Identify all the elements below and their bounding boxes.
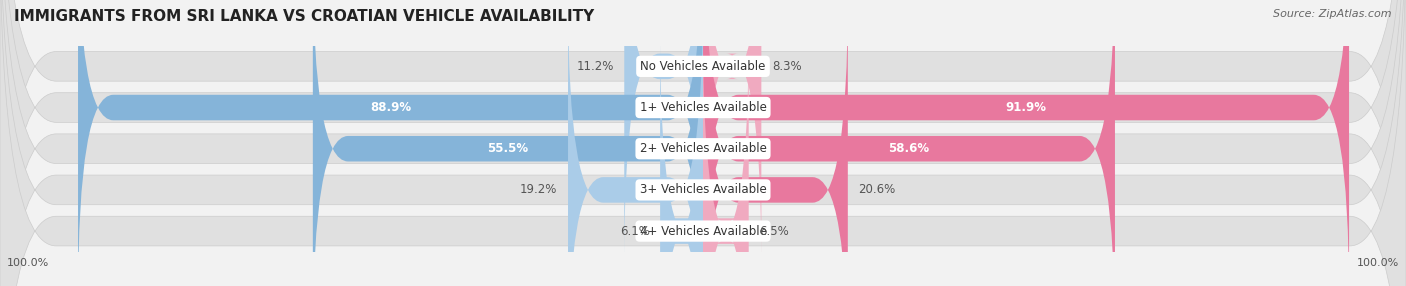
Text: 8.3%: 8.3%	[772, 60, 801, 73]
FancyBboxPatch shape	[703, 0, 848, 286]
Text: 100.0%: 100.0%	[1357, 258, 1399, 268]
FancyBboxPatch shape	[703, 0, 1115, 286]
Text: 1+ Vehicles Available: 1+ Vehicles Available	[640, 101, 766, 114]
Text: 6.1%: 6.1%	[620, 225, 650, 238]
Text: 11.2%: 11.2%	[576, 60, 614, 73]
FancyBboxPatch shape	[703, 0, 1350, 286]
Text: Source: ZipAtlas.com: Source: ZipAtlas.com	[1274, 9, 1392, 19]
Text: 91.9%: 91.9%	[1005, 101, 1046, 114]
FancyBboxPatch shape	[624, 0, 703, 259]
Text: 19.2%: 19.2%	[520, 183, 558, 196]
FancyBboxPatch shape	[312, 0, 703, 286]
Text: 88.9%: 88.9%	[370, 101, 411, 114]
FancyBboxPatch shape	[661, 38, 703, 286]
Text: 2+ Vehicles Available: 2+ Vehicles Available	[640, 142, 766, 155]
Text: No Vehicles Available: No Vehicles Available	[640, 60, 766, 73]
Text: 4+ Vehicles Available: 4+ Vehicles Available	[640, 225, 766, 238]
Text: 55.5%: 55.5%	[488, 142, 529, 155]
Text: 58.6%: 58.6%	[889, 142, 929, 155]
FancyBboxPatch shape	[703, 38, 749, 286]
Text: 6.5%: 6.5%	[759, 225, 789, 238]
Text: IMMIGRANTS FROM SRI LANKA VS CROATIAN VEHICLE AVAILABILITY: IMMIGRANTS FROM SRI LANKA VS CROATIAN VE…	[14, 9, 595, 23]
Text: 100.0%: 100.0%	[7, 258, 49, 268]
FancyBboxPatch shape	[568, 0, 703, 286]
FancyBboxPatch shape	[77, 0, 703, 286]
FancyBboxPatch shape	[703, 0, 762, 259]
Text: 3+ Vehicles Available: 3+ Vehicles Available	[640, 183, 766, 196]
Text: 20.6%: 20.6%	[858, 183, 896, 196]
